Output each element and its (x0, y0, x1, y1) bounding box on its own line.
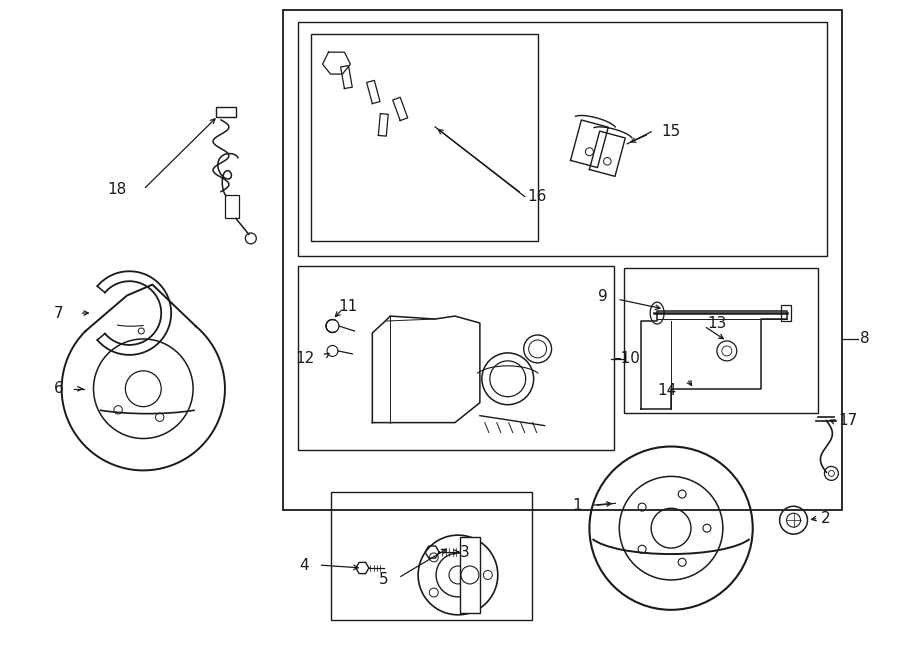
Text: 17: 17 (839, 413, 858, 428)
Bar (330, 492, 532, 620)
Bar (216, 107, 236, 117)
Text: 9: 9 (598, 289, 608, 303)
Text: 14: 14 (658, 383, 677, 398)
Bar (225, 194, 238, 219)
Text: 5: 5 (379, 572, 388, 588)
Text: 3: 3 (460, 545, 470, 560)
Text: 11: 11 (338, 299, 357, 313)
Bar (625, 268, 818, 412)
Text: 7: 7 (54, 305, 64, 321)
Bar (298, 266, 615, 451)
Bar (310, 34, 537, 241)
Text: 15: 15 (662, 124, 680, 139)
Text: 12: 12 (295, 352, 315, 366)
Text: 13: 13 (706, 315, 726, 330)
Text: –10: –10 (613, 352, 640, 366)
Bar (298, 22, 827, 256)
Text: 16: 16 (527, 189, 547, 204)
Text: 8: 8 (860, 331, 870, 346)
Text: 1: 1 (572, 498, 581, 513)
Text: 4: 4 (299, 557, 309, 572)
Bar (780, 305, 790, 321)
Text: 18: 18 (107, 182, 126, 197)
Text: 6: 6 (54, 381, 64, 396)
Text: 2: 2 (821, 511, 830, 525)
Bar (460, 537, 480, 613)
Bar (283, 11, 842, 510)
